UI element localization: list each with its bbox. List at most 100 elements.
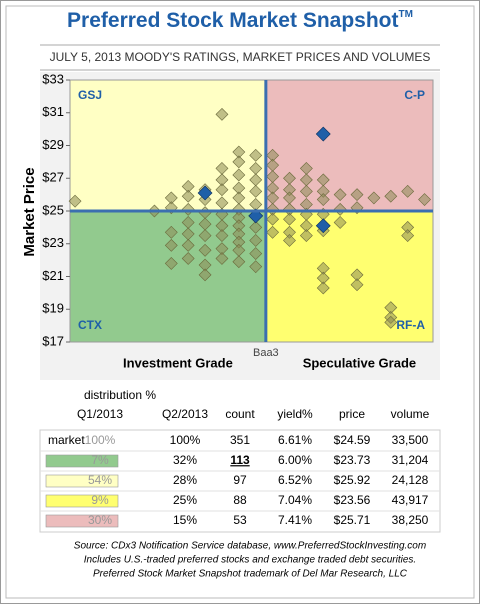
table-cell: 7.04% — [278, 493, 312, 507]
point — [232, 255, 246, 269]
y-tick-label: $17 — [42, 333, 64, 348]
y-tick-label: $21 — [42, 268, 64, 283]
table-cell: 97 — [233, 473, 247, 487]
table-cell: 100% — [170, 433, 201, 447]
point — [266, 225, 280, 239]
y-tick-label: $25 — [42, 202, 64, 217]
table-cell: 28% — [173, 473, 197, 487]
table-header: volume — [391, 407, 430, 421]
table-cell: 31,204 — [392, 453, 429, 467]
point — [198, 243, 212, 257]
point — [283, 234, 296, 247]
y-tick-label: $27 — [42, 170, 64, 185]
row-swatch — [45, 494, 119, 508]
table-cell: $24.59 — [334, 433, 371, 447]
y-tick-label: $19 — [42, 301, 64, 316]
table-cell: 6.00% — [278, 453, 312, 467]
y-tick-label: $31 — [42, 104, 64, 119]
point — [215, 107, 229, 121]
quadrant-label: C-P — [404, 88, 425, 102]
table-group-header: distribution % — [84, 388, 156, 402]
highlight-point — [197, 185, 213, 201]
point — [249, 234, 263, 247]
quadrant-label: GSJ — [78, 88, 102, 102]
quadrant-label: CTX — [78, 318, 102, 332]
point — [333, 216, 347, 229]
x-label: Speculative Grade — [303, 355, 416, 370]
table-cell: 32% — [173, 453, 197, 467]
point — [299, 184, 313, 198]
quadrant-label: RF-A — [396, 318, 425, 332]
table-header: Q2/2013 — [162, 407, 208, 421]
point — [164, 256, 178, 270]
table-header: count — [225, 407, 255, 421]
point — [418, 193, 431, 206]
point — [249, 184, 263, 198]
point — [181, 238, 195, 252]
table-cell: $25.71 — [334, 513, 371, 527]
table-cell: 7.41% — [278, 513, 312, 527]
table-cell: 38,250 — [392, 513, 429, 527]
point — [350, 188, 364, 202]
point — [350, 278, 364, 292]
table-cell: 6.52% — [278, 473, 312, 487]
point — [68, 194, 82, 208]
quadrant — [70, 80, 266, 211]
footer-line: Source: CDx3 Notification Service databa… — [74, 541, 426, 552]
point — [249, 260, 263, 274]
point — [215, 229, 229, 242]
table-cell: 43,917 — [392, 493, 429, 507]
table-cell: 351 — [230, 433, 250, 447]
point — [232, 168, 246, 182]
point — [181, 202, 195, 216]
point — [384, 189, 398, 203]
point — [249, 220, 263, 234]
title-text: Preferred Stock Market Snapshot — [67, 9, 398, 32]
point — [266, 212, 280, 226]
table-cell: $25.92 — [334, 473, 371, 487]
table-cell: 6.61% — [278, 433, 312, 447]
point — [164, 225, 178, 239]
point — [401, 184, 415, 198]
row-swatch — [45, 454, 119, 468]
x-label: Investment Grade — [123, 355, 233, 370]
x-label: Baa3 — [253, 347, 279, 359]
point — [249, 247, 263, 260]
point — [384, 315, 398, 329]
point — [316, 193, 330, 206]
point — [333, 188, 347, 202]
point — [181, 252, 195, 265]
table-cell: 53 — [233, 513, 247, 527]
point — [215, 183, 229, 197]
point — [367, 191, 381, 205]
point — [333, 202, 347, 216]
point — [401, 229, 415, 242]
point — [316, 281, 330, 295]
y-tick-label: $23 — [42, 235, 64, 250]
point — [283, 212, 296, 226]
inner-frame — [5, 5, 475, 599]
footer-line: Includes U.S.-traded preferred stocks an… — [84, 555, 416, 566]
subtitle: JULY 5, 2013 MOODY'S RATINGS, MARKET PRI… — [50, 50, 431, 64]
table-cell: 25% — [173, 493, 197, 507]
point — [299, 229, 313, 242]
point — [181, 189, 195, 203]
table-header: Q1/2013 — [77, 407, 123, 421]
table-cell: 100% — [85, 433, 116, 447]
point — [232, 155, 246, 169]
row-label: market — [48, 433, 85, 447]
table-cell: 113 — [230, 453, 250, 467]
table-cell: 33,500 — [392, 433, 429, 447]
row-swatch — [45, 474, 119, 488]
table-cell: 30% — [88, 513, 112, 527]
row-swatch — [45, 514, 119, 528]
chart-title: Preferred Stock Market SnapshotTM — [67, 9, 413, 32]
table-cell: 24,128 — [392, 473, 429, 487]
highlight-point — [315, 126, 331, 142]
table-cell: 15% — [173, 513, 197, 527]
table-cell: $23.56 — [334, 493, 371, 507]
y-tick-label: $33 — [42, 71, 64, 86]
y-tick-label: $29 — [42, 137, 64, 152]
table-cell: 7% — [91, 453, 109, 467]
